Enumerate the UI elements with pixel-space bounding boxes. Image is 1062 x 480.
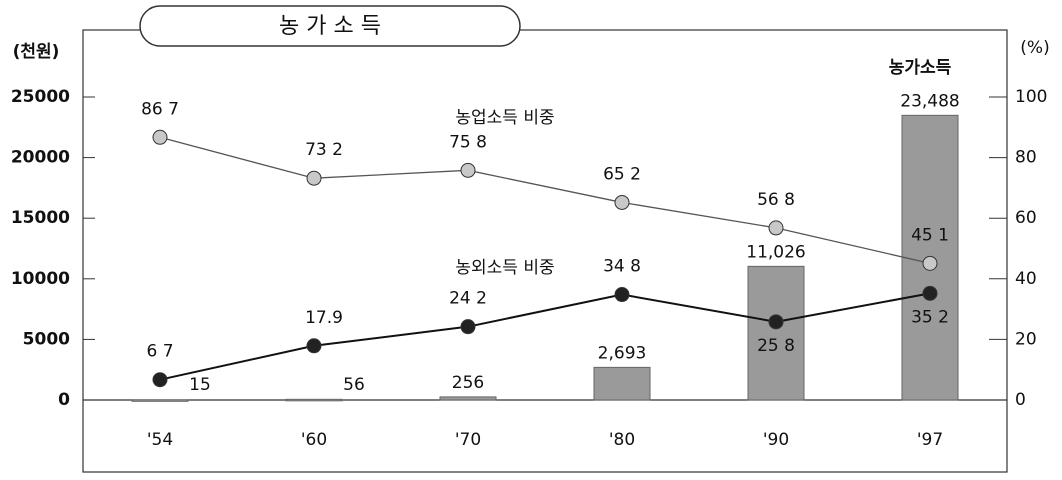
- line-value-label: 65 2: [603, 164, 641, 184]
- plot-frame: [82, 29, 1008, 473]
- y-tick-label: 0: [58, 390, 70, 410]
- x-tick-label: '54: [147, 430, 173, 450]
- line-marker: [306, 338, 322, 354]
- line-value-label: 56 8: [757, 190, 795, 210]
- line-value-label: 73 2: [305, 140, 343, 160]
- line-marker: [460, 162, 476, 178]
- x-tick-label: '60: [301, 430, 327, 450]
- bar: [131, 399, 189, 402]
- line-value-label: 6 7: [146, 342, 173, 362]
- line-value-label: 75 8: [449, 132, 487, 152]
- bar-value-label: 2,693: [598, 343, 647, 363]
- y-tick-label: 20000: [11, 148, 70, 168]
- x-tick-label: '90: [763, 430, 789, 450]
- line-value-label: 25 8: [757, 336, 795, 356]
- y-tick-label: 15000: [11, 208, 70, 228]
- bar: [747, 265, 805, 401]
- bar-value-label: 56: [343, 375, 365, 395]
- line-marker: [152, 372, 168, 388]
- y2-tick-label: 80: [1015, 148, 1037, 168]
- title-box: [139, 5, 521, 47]
- y-tick-label: 5000: [23, 329, 70, 349]
- bar-value-label: 256: [452, 373, 484, 393]
- bar: [593, 366, 651, 401]
- line: [159, 136, 931, 264]
- y-tick-label: 25000: [11, 87, 70, 107]
- bar-value-label: 23,488: [900, 91, 959, 111]
- y-tick-label: 10000: [11, 269, 70, 289]
- line-value-label: 17.9: [305, 308, 343, 328]
- line: [159, 292, 931, 381]
- bar: [285, 398, 343, 402]
- line-marker: [306, 170, 322, 186]
- x-tick-label: '80: [609, 430, 635, 450]
- bar-value-label: 15: [189, 375, 211, 395]
- y2-tick-label: 0: [1015, 390, 1026, 410]
- bar: [439, 396, 497, 401]
- y2-axis-title: (%): [1020, 38, 1049, 58]
- line-value-label: 86 7: [141, 99, 179, 119]
- y2-tick-label: 60: [1015, 208, 1037, 228]
- line-marker: [460, 319, 476, 335]
- series-label: 농가소득: [889, 58, 952, 78]
- line-value-label: 24 2: [449, 289, 487, 309]
- line-marker: [152, 129, 168, 145]
- line-value-label: 34 8: [603, 257, 641, 277]
- line-marker: [614, 287, 630, 303]
- series-label: 농외소득 비중: [455, 258, 554, 278]
- line-marker: [768, 220, 784, 236]
- line-value-label: 35 2: [911, 307, 949, 327]
- y2-tick-label: 100: [1015, 87, 1047, 107]
- x-tick-label: '70: [455, 430, 481, 450]
- bar-value-label: 11,026: [746, 242, 805, 262]
- line-marker: [768, 314, 784, 330]
- chart-title: 농 가 소 득: [279, 14, 381, 39]
- line-marker: [922, 255, 938, 271]
- line-marker: [922, 285, 938, 301]
- x-tick-label: '97: [917, 430, 943, 450]
- line-value-label: 45 1: [911, 225, 949, 245]
- y2-tick-label: 40: [1015, 269, 1037, 289]
- line-marker: [614, 194, 630, 210]
- y-axis-title: (천원): [13, 42, 60, 62]
- y2-tick-label: 20: [1015, 329, 1037, 349]
- series-label: 농업소득 비중: [455, 108, 554, 128]
